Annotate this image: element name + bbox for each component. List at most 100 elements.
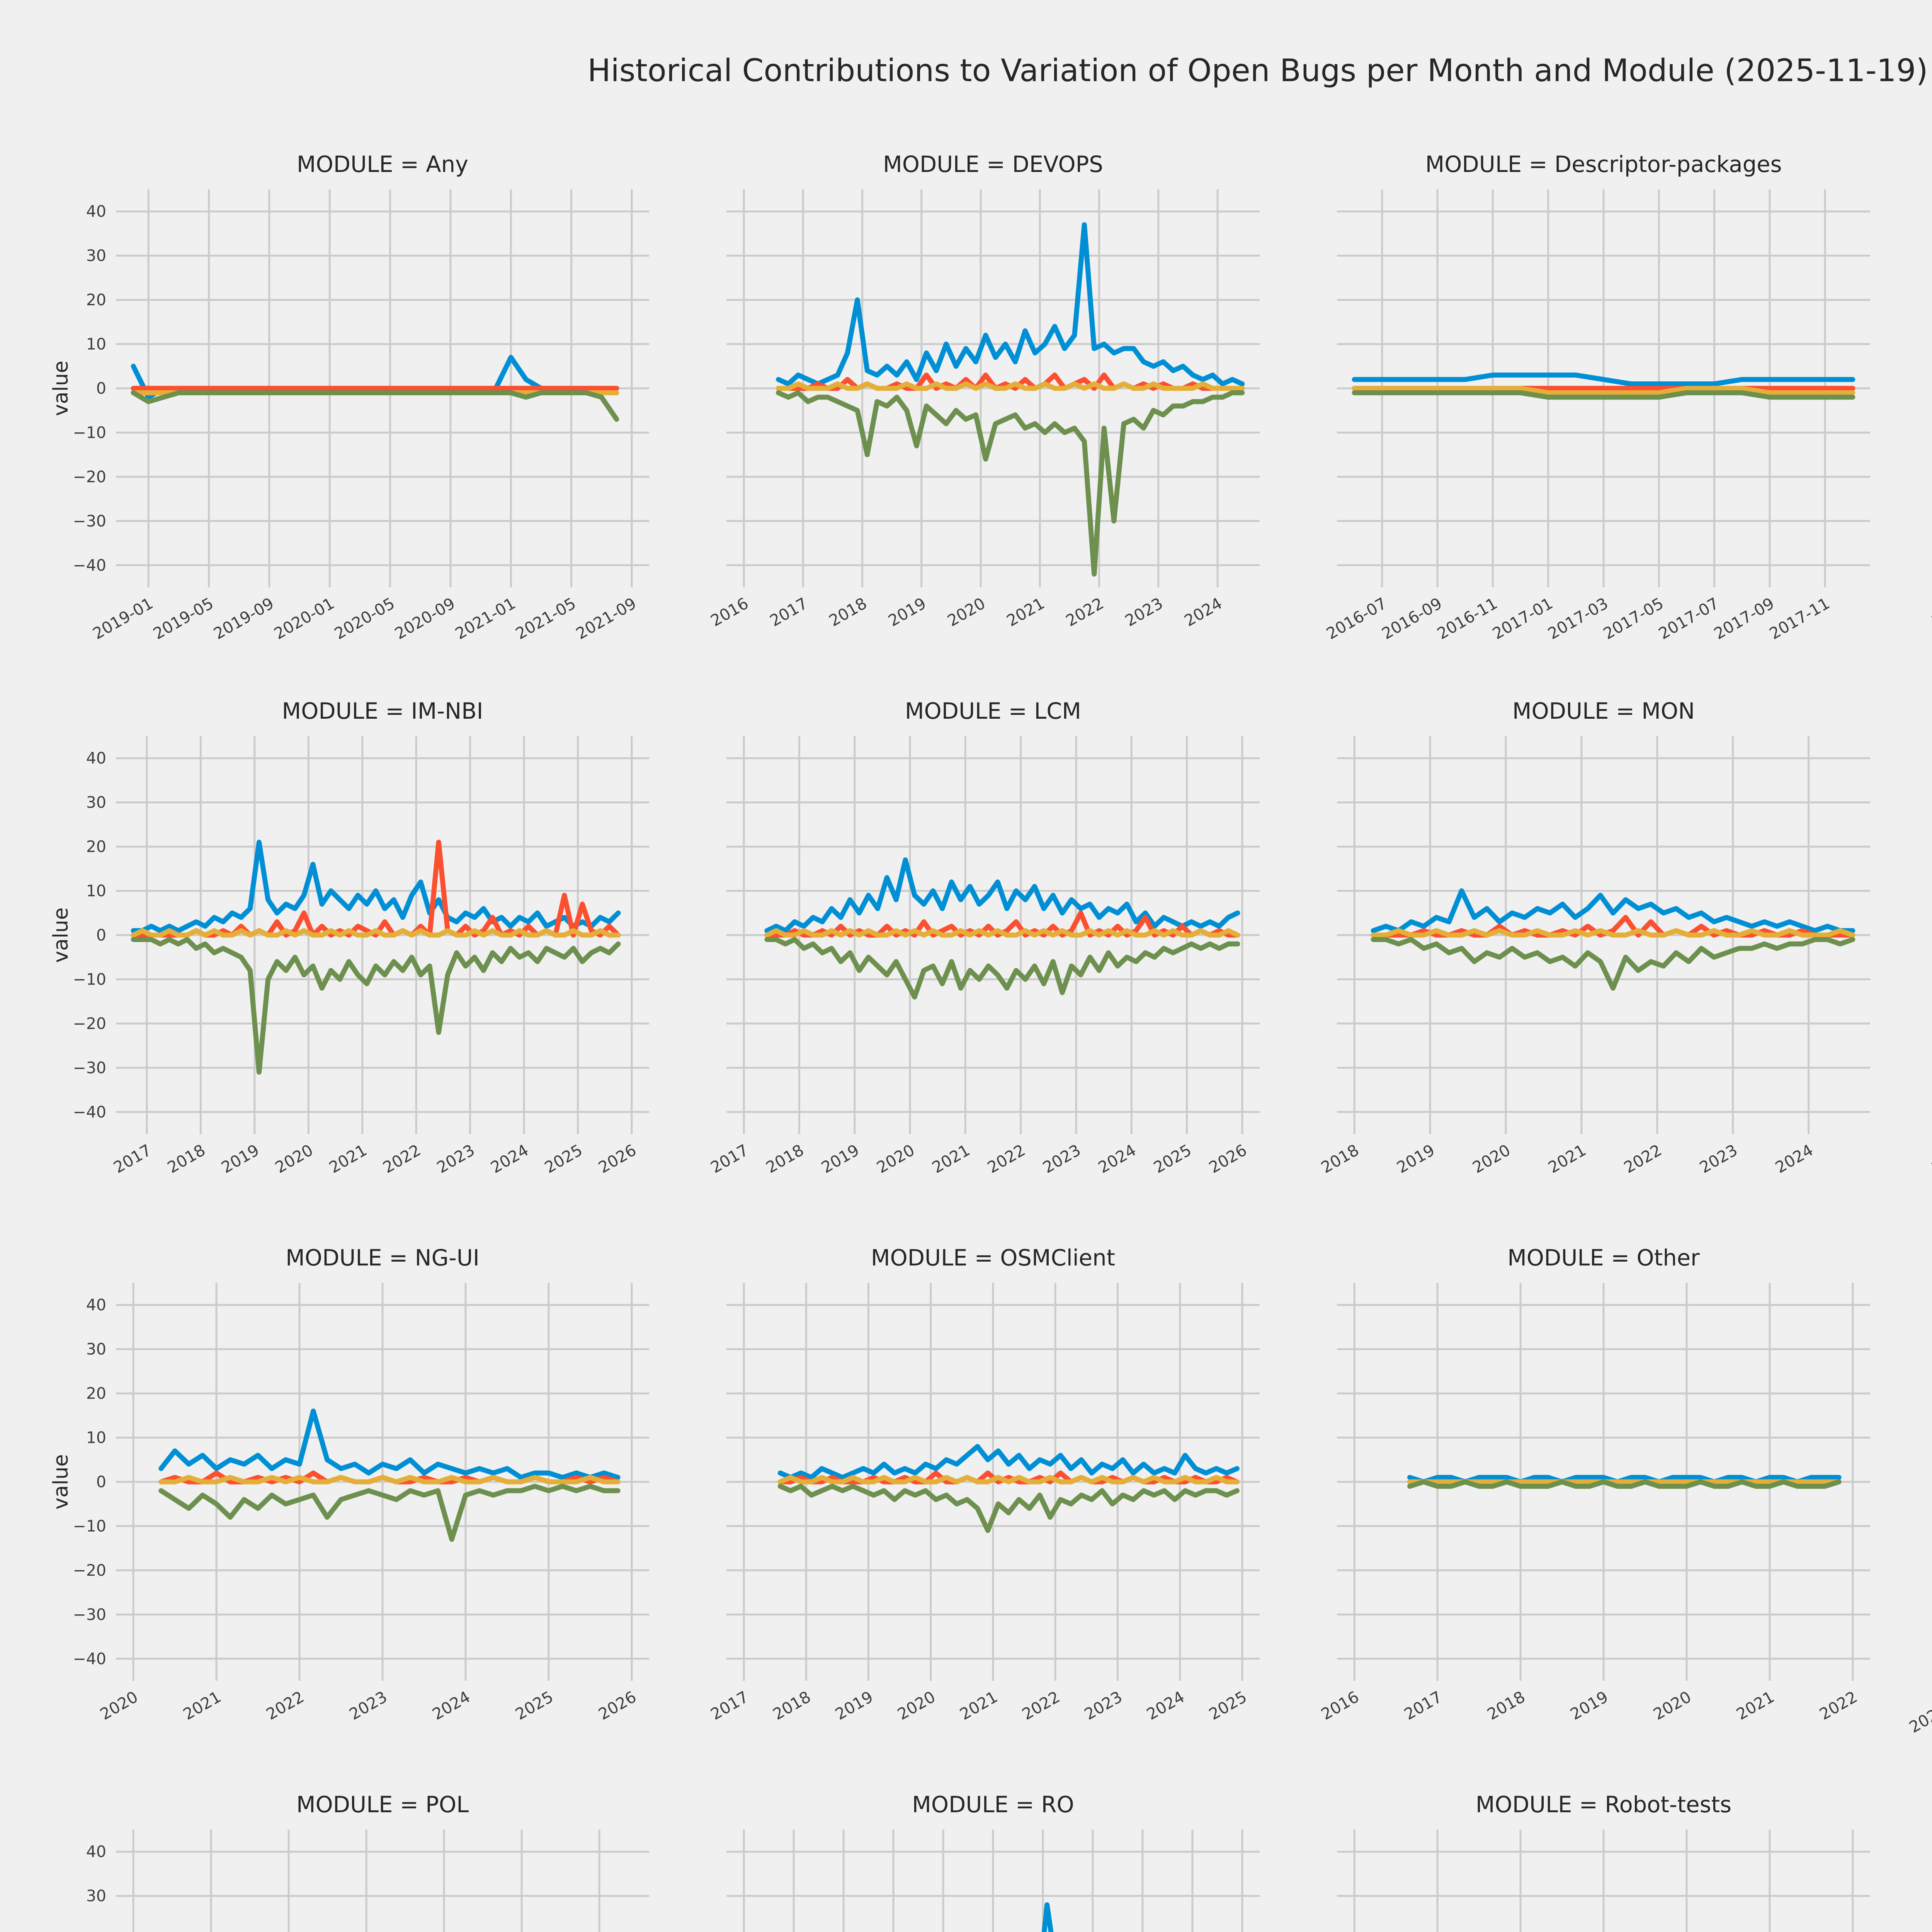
x-tick-label: 2021-05 — [512, 594, 579, 643]
facet-n2vc: MODULE = N2VC201620172018201920202021202… — [1929, 1141, 1932, 1177]
series-line-CLOSED — [1352, 390, 1855, 400]
x-tick-label: 2019-01 — [90, 594, 156, 643]
x-tick-label: 2021 — [180, 1687, 224, 1724]
series-lines — [764, 857, 1240, 1000]
x-tick-label: 2019-05 — [150, 594, 216, 643]
x-tick-label: 2023 — [1040, 1141, 1084, 1177]
facet-ro: MODULE = RO20162017201820192020202120222… — [726, 1792, 1260, 1932]
x-tick-label: 2020 — [272, 1141, 316, 1177]
facet-documentation-wiki: MODULE = Documentation / Wiki20162017201… — [1929, 594, 1932, 630]
x-tick-label: 2019 — [218, 1141, 262, 1177]
x-tick-labels: 2018 2019 2020 2021 2022 2023 2024 — [1318, 1141, 1816, 1177]
x-tick-label: 2023 — [434, 1141, 478, 1177]
series-lines — [776, 222, 1245, 577]
x-tick-labels: 2016-072016-092016-112017-012017-032017-… — [1323, 594, 1833, 643]
x-tick-label: 2021 — [1733, 1687, 1777, 1724]
facet-title: MODULE = LCM — [905, 698, 1081, 724]
x-tick-label: 2019 — [1567, 1687, 1611, 1724]
x-tick-label: 2018 — [770, 1687, 814, 1724]
series-line-CLOSED — [131, 390, 619, 422]
x-tick-label: 2017 — [111, 1141, 155, 1177]
gridlines — [1337, 1830, 1870, 1932]
series-line-OPENED — [776, 222, 1245, 387]
x-tick-label: 2016-11 — [1434, 594, 1500, 643]
figure-title: Historical Contributions to Variation of… — [587, 52, 1928, 89]
y-tick-label: 30 — [86, 1887, 106, 1905]
y-axis-label: value — [50, 361, 73, 416]
x-tick-label: 2019 — [832, 1687, 876, 1724]
y-tick-label: 10 — [86, 335, 106, 354]
facet-grid: MODULE = Any 2019-01 2019-05 2019-09 2020-01… — [50, 139, 1932, 1932]
y-axis-label: value — [50, 907, 73, 963]
series-line-FALSE_CLOSED — [777, 1475, 1240, 1485]
x-tick-label: 2017-09 — [1711, 594, 1777, 643]
y-tick-label: 10 — [86, 882, 106, 900]
y-tick-label: −30 — [73, 1605, 106, 1624]
facet-mon: MODULE = MON 2018 2019 2020 2021 2022 2023 2024 — [1318, 698, 1870, 1177]
x-tick-label: 2022 — [263, 1687, 307, 1724]
x-tick-label: 2021 — [326, 1141, 370, 1177]
facet-title: MODULE = RO — [912, 1792, 1074, 1818]
x-tick-label: 2020 — [944, 594, 988, 630]
x-tick-label: 2017-07 — [1655, 594, 1722, 643]
x-tick-label: 2022 — [1816, 1687, 1860, 1724]
series-line-FALSE_CLOSED — [1352, 386, 1855, 395]
facet-pol: MODULE = POL2018201920202021202220232024… — [86, 1792, 649, 1932]
x-tick-label: 2017 — [707, 1141, 752, 1177]
x-tick-labels: 2017 2018 2019 2020 2021 2022 2023 2024 2025 — [707, 1687, 1250, 1724]
x-tick-label: 2020 — [894, 1687, 938, 1724]
x-tick-labels: 2019-012019-052019-092020-012020-052020-… — [90, 594, 639, 643]
y-tick-label: 20 — [86, 837, 106, 856]
x-tick-label: 2024 — [1143, 1687, 1187, 1724]
x-tick-label: 2017-01 — [1489, 594, 1556, 643]
x-tick-label: 2022 — [1019, 1687, 1063, 1724]
gridlines — [726, 1830, 1260, 1932]
facet-title: MODULE = Descriptor-packages — [1425, 151, 1782, 177]
x-tick-label: 2020-07 — [1906, 1687, 1932, 1736]
x-tick-label: 2021 — [957, 1687, 1001, 1724]
x-tick-label: 2020-05 — [331, 594, 398, 643]
x-tick-label: 2018 — [763, 1141, 807, 1177]
facet-title: MODULE = Robot-tests — [1476, 1792, 1731, 1818]
series-line-OPENED — [764, 857, 1240, 934]
facet-title: MODULE = MON — [1512, 698, 1695, 724]
series-lines — [131, 355, 619, 422]
series-line-CLOSED — [1371, 937, 1855, 991]
y-tick-label: 40 — [86, 202, 106, 221]
y-tick-label: −40 — [73, 556, 106, 575]
y-tick-label: 30 — [86, 1340, 106, 1359]
series-line-FALSE_CLOSED — [1371, 928, 1855, 938]
x-tick-label: 2021-09 — [573, 594, 639, 643]
y-tick-label: −30 — [73, 1058, 106, 1077]
x-tick-label: 2024 — [429, 1687, 473, 1724]
x-tick-label: 2023 — [1081, 1687, 1125, 1724]
gridlines — [1337, 189, 1870, 587]
y-tick-label: 40 — [86, 749, 106, 767]
y-tick-label: 30 — [86, 793, 106, 812]
x-tick-label: 2017 — [767, 594, 811, 630]
x-tick-label: 2020-09 — [392, 594, 458, 643]
y-tick-label: 20 — [86, 1931, 106, 1932]
x-tick-label: 2016 — [1929, 1141, 1932, 1177]
y-tick-label: −40 — [73, 1650, 106, 1668]
x-tick-label: 2024 — [1181, 594, 1225, 630]
series-line-OPENED — [131, 840, 621, 934]
x-tick-label: 2018 — [1318, 1141, 1362, 1177]
y-tick-label: 20 — [86, 1384, 106, 1403]
facet-any: MODULE = Any 2019-012019-052019-092020-01… — [50, 151, 649, 643]
x-tick-label: 2025 — [1206, 1687, 1250, 1724]
x-tick-label: 2021 — [929, 1141, 973, 1177]
facet-descriptor-packages: MODULE = Descriptor-packages 2016-072016-… — [1323, 151, 1870, 643]
x-tick-label: 2017-11 — [1766, 594, 1833, 643]
x-tick-labels: 2017 2018 2019 2020 2021 2022 2023 2024 2025 2026 — [111, 1141, 639, 1177]
x-tick-label: 2022 — [380, 1141, 424, 1177]
